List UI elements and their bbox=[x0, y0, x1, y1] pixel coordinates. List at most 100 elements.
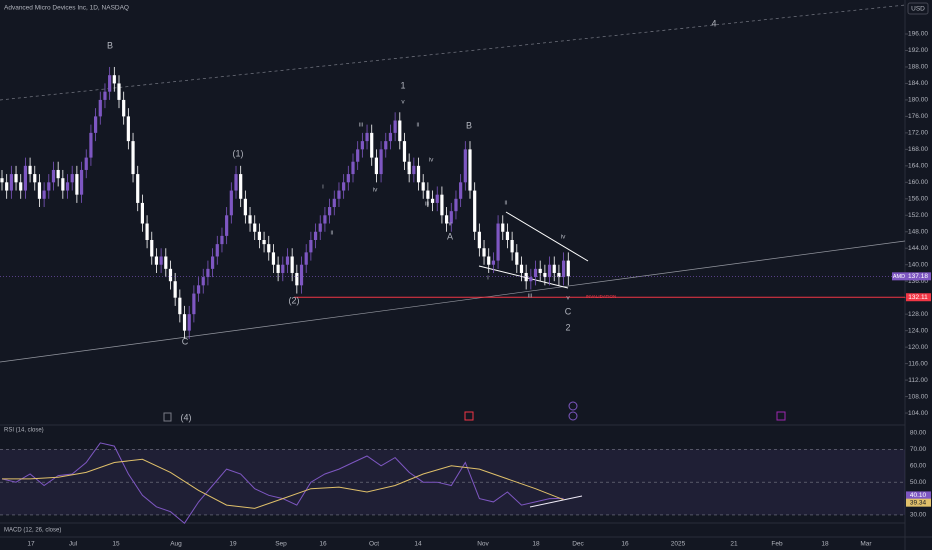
candle-body bbox=[145, 223, 149, 241]
wave-label: (1) bbox=[233, 148, 244, 158]
candle-body bbox=[393, 120, 397, 133]
rsi-tick-label: 60.00 bbox=[910, 463, 927, 470]
candle-body bbox=[14, 174, 18, 183]
candle-body bbox=[510, 240, 514, 253]
wave-label: iv bbox=[373, 187, 378, 194]
candle-body bbox=[412, 165, 416, 175]
x-tick-label: Oct bbox=[369, 541, 379, 548]
y-tick-label: 148.00 bbox=[908, 228, 928, 235]
candle-body bbox=[229, 190, 233, 216]
event-icon[interactable] bbox=[776, 411, 786, 421]
candle-body bbox=[477, 231, 481, 249]
wave-label: A bbox=[447, 231, 453, 241]
candle-body bbox=[543, 272, 547, 278]
wave-label: B bbox=[107, 40, 113, 50]
rsi-title: RSI (14, close) bbox=[4, 428, 44, 434]
rsi-tick-label: 80.00 bbox=[910, 430, 927, 437]
candle-body bbox=[454, 198, 458, 212]
candle-body bbox=[187, 314, 191, 331]
x-tick-label: 18 bbox=[532, 541, 540, 548]
candle-body bbox=[131, 141, 135, 175]
candle-body bbox=[267, 244, 271, 253]
y-tick-label: 152.00 bbox=[908, 212, 928, 219]
wave-label: C bbox=[182, 336, 189, 346]
candle-body bbox=[299, 264, 304, 286]
candle-body bbox=[524, 272, 528, 282]
candle-body bbox=[117, 83, 121, 100]
wave-label: v bbox=[448, 221, 452, 228]
candle-body bbox=[51, 169, 56, 183]
candle-body bbox=[295, 272, 299, 286]
event-icon[interactable] bbox=[163, 412, 172, 422]
wave-label: iv bbox=[561, 234, 566, 241]
candle-body bbox=[435, 194, 439, 203]
y-tick-label: 136.00 bbox=[908, 278, 928, 285]
y-tick-label: 160.00 bbox=[908, 179, 928, 186]
candle-body bbox=[388, 132, 393, 142]
y-tick-label: 196.00 bbox=[908, 31, 928, 38]
wedge-line bbox=[478, 265, 569, 289]
candle-body bbox=[215, 244, 219, 257]
rsi-tick-label: 70.00 bbox=[910, 446, 927, 453]
candle-body bbox=[47, 182, 51, 191]
x-tick-label: 21 bbox=[730, 541, 738, 548]
rsi-last-box bbox=[906, 491, 931, 500]
candle-body bbox=[56, 169, 60, 179]
currency-box[interactable] bbox=[907, 2, 929, 15]
y-tick-label: 192.00 bbox=[908, 47, 928, 54]
wave-label: iii bbox=[359, 122, 363, 129]
candle-body bbox=[332, 198, 336, 208]
wave-label: 1 bbox=[400, 80, 405, 90]
y-tick-label: 120.00 bbox=[908, 344, 928, 351]
candle-body bbox=[89, 132, 93, 158]
candle-body bbox=[19, 182, 23, 191]
candle-body bbox=[276, 264, 280, 273]
x-tick-label: Aug bbox=[170, 541, 182, 548]
candle-body bbox=[154, 256, 159, 265]
candle-body bbox=[328, 207, 332, 216]
candle-body bbox=[75, 174, 79, 195]
candle-body bbox=[61, 178, 65, 191]
candle-body bbox=[103, 91, 107, 100]
wave-label: iii bbox=[425, 201, 429, 208]
candle-body bbox=[126, 116, 130, 142]
candle-body bbox=[33, 174, 37, 183]
y-tick-label: 112.00 bbox=[908, 377, 928, 384]
candle-body bbox=[407, 161, 411, 175]
candle-body bbox=[239, 174, 243, 199]
candle-body bbox=[285, 256, 290, 265]
candle-body bbox=[192, 293, 196, 315]
x-tick-label: 17 bbox=[27, 541, 35, 548]
candle-body bbox=[402, 141, 407, 162]
candle-body bbox=[365, 132, 369, 142]
rsi-tick-label: 30.00 bbox=[910, 512, 927, 519]
wave-label: 2 bbox=[565, 322, 570, 332]
candle-body bbox=[253, 223, 257, 232]
event-icon[interactable] bbox=[568, 401, 578, 411]
event-icon[interactable] bbox=[568, 411, 578, 421]
chart-title: Advanced Micro Devices Inc, 1D, NASDAQ bbox=[4, 5, 129, 12]
candle-body bbox=[262, 240, 266, 245]
event-icon[interactable] bbox=[464, 411, 474, 421]
y-tick-label: 188.00 bbox=[908, 64, 928, 71]
y-tick-label: 144.00 bbox=[908, 245, 928, 252]
candle-body bbox=[304, 252, 308, 265]
candle-body bbox=[538, 268, 542, 273]
x-tick-label: 19 bbox=[229, 541, 237, 548]
x-tick-label: Mar bbox=[860, 541, 872, 548]
candle-body bbox=[562, 260, 566, 278]
wave-label: iii bbox=[528, 293, 532, 300]
candle-body bbox=[201, 277, 205, 286]
candle-body bbox=[468, 149, 472, 191]
candle-body bbox=[515, 252, 519, 265]
candle-body bbox=[463, 149, 467, 183]
candle-body bbox=[225, 215, 229, 236]
rsi-ma-last-label: 39.34 bbox=[910, 499, 927, 506]
candle-body bbox=[323, 215, 327, 224]
candle-body bbox=[374, 157, 378, 175]
candle-body bbox=[473, 190, 477, 232]
candle-body bbox=[84, 157, 88, 170]
candle-body bbox=[94, 116, 98, 133]
x-tick-label: 16 bbox=[319, 541, 327, 548]
